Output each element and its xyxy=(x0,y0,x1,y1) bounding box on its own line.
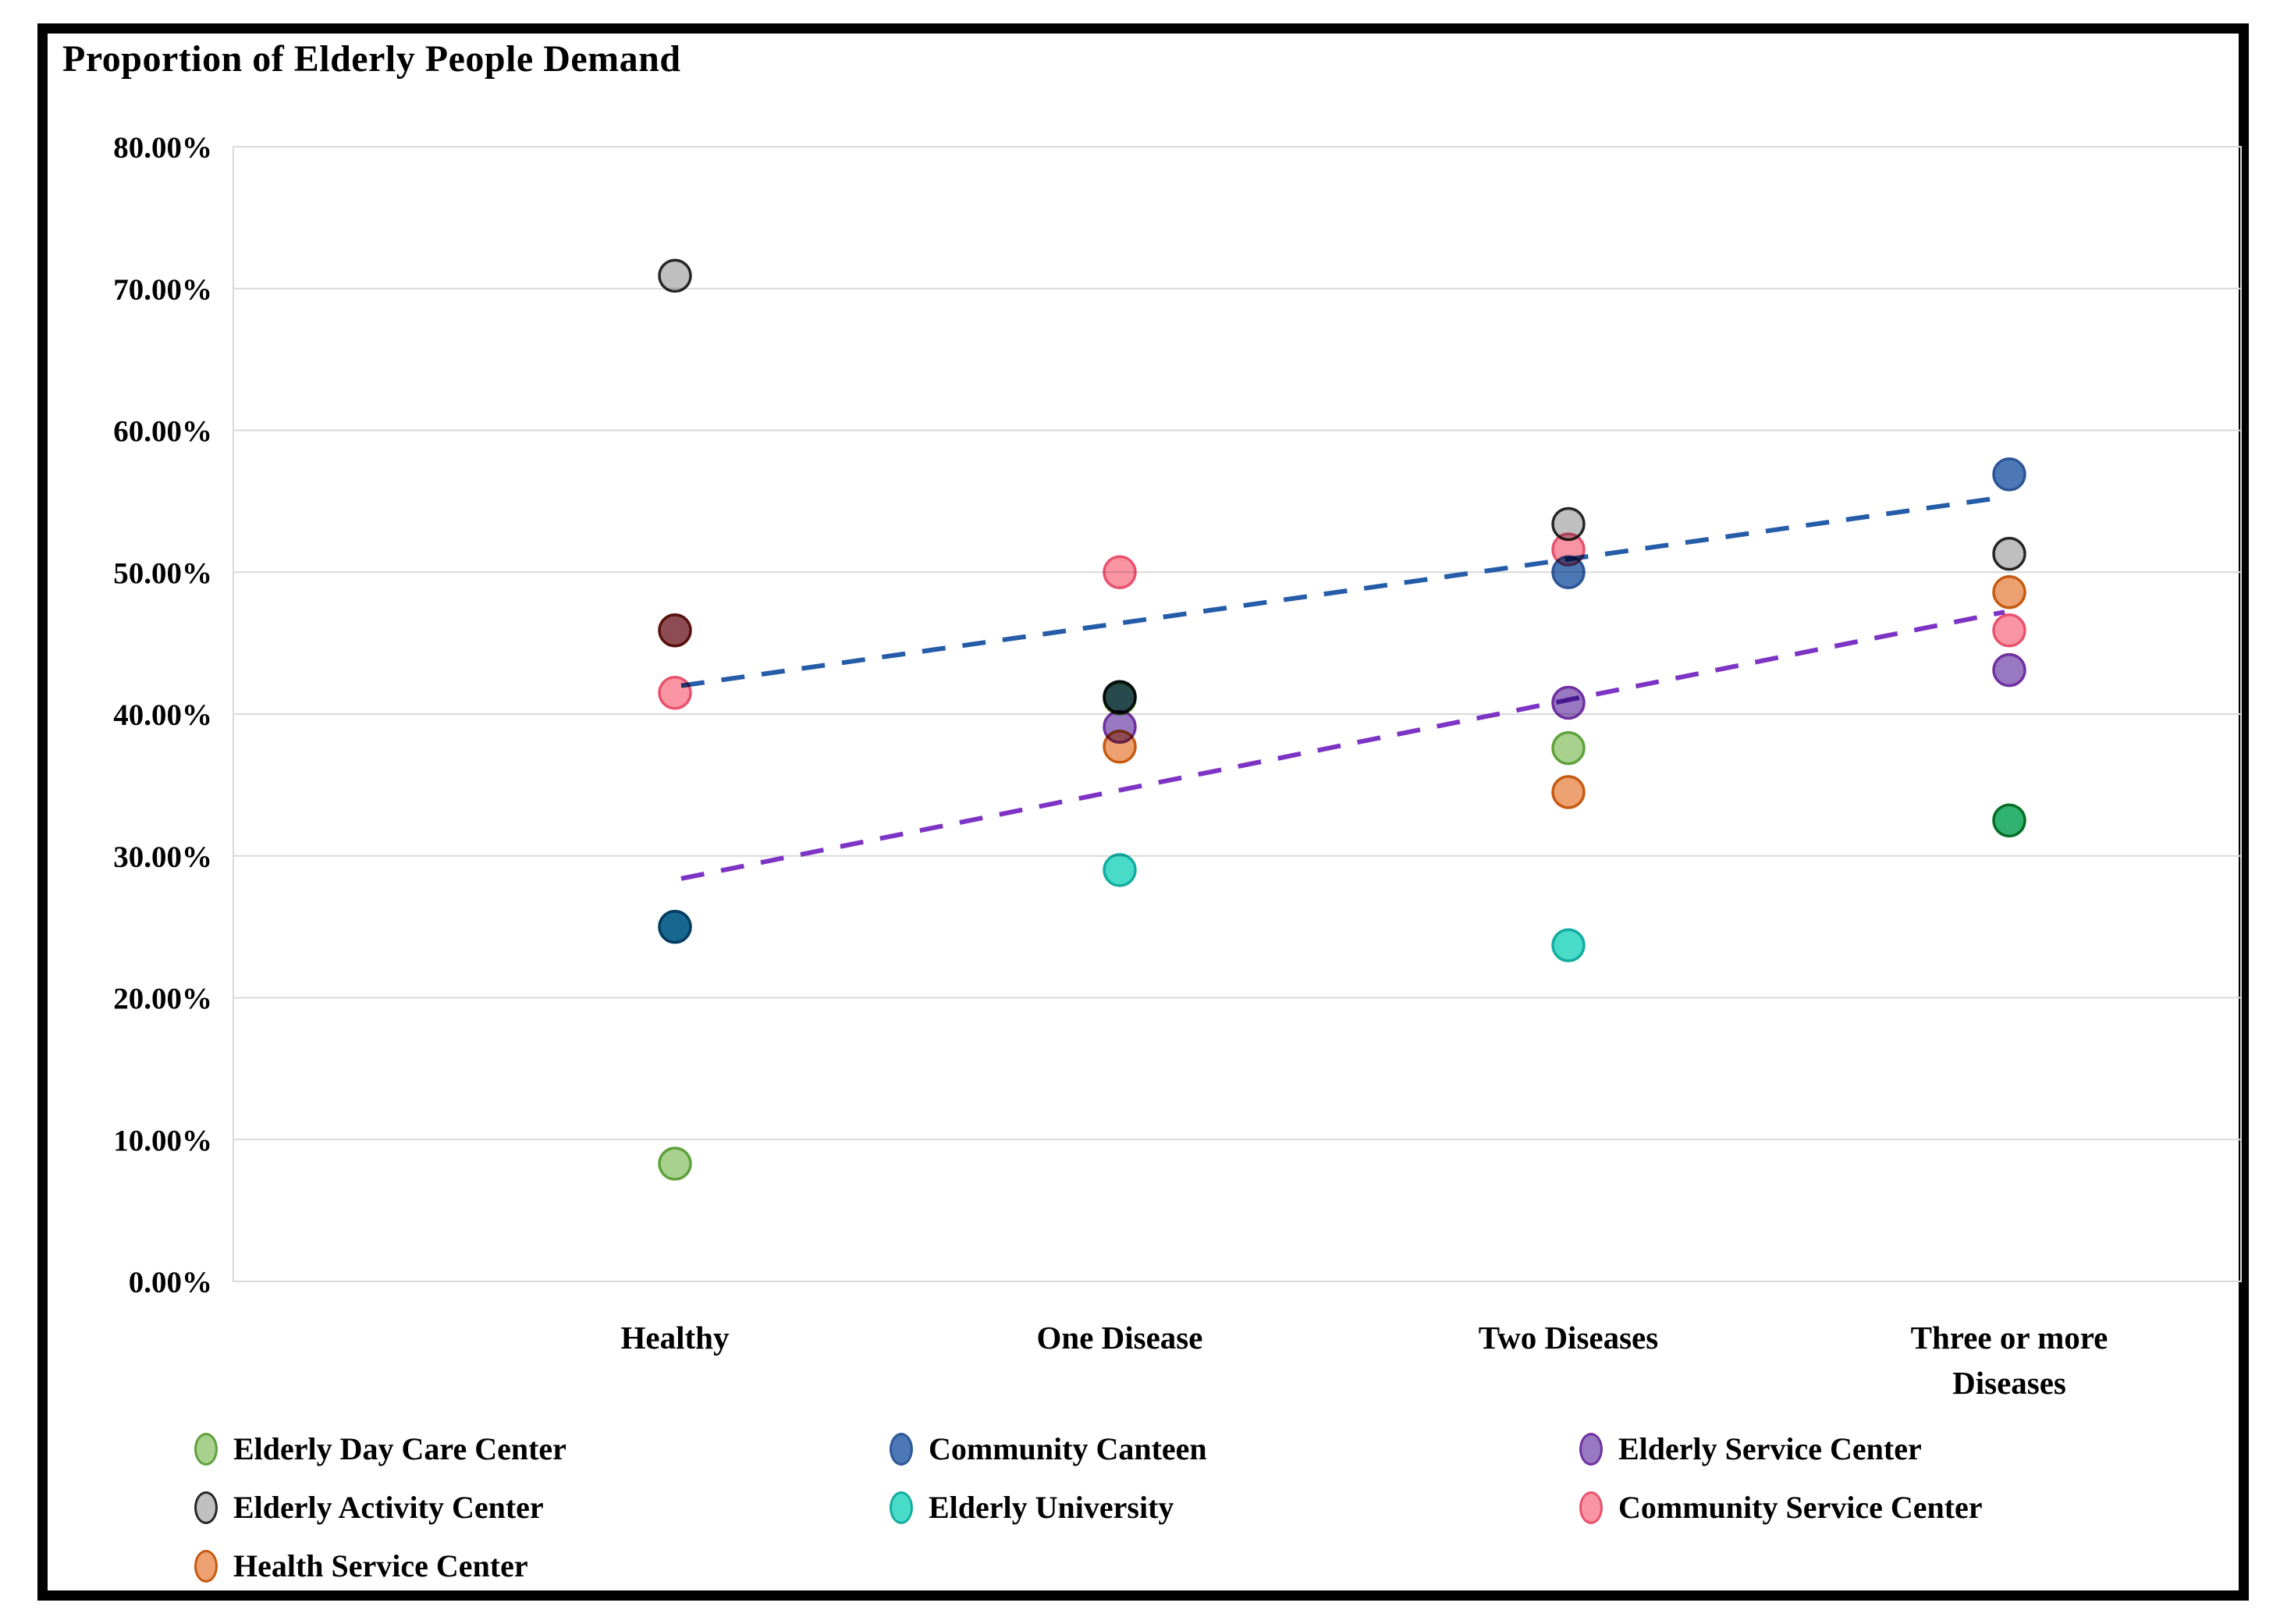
legend-marker-icon xyxy=(890,1491,913,1524)
data-point xyxy=(658,258,692,293)
x-tick-label: One Disease xyxy=(1037,1320,1203,1356)
y-tick-label: 40.00% xyxy=(113,698,212,732)
legend-label: Health Service Center xyxy=(233,1548,528,1583)
legend-marker-icon xyxy=(890,1432,913,1466)
blue-dashed-trendline xyxy=(680,494,2005,688)
legend-label: Elderly Activity Center xyxy=(233,1490,544,1525)
legend-marker-icon xyxy=(194,1432,218,1466)
data-point xyxy=(658,675,692,710)
data-point xyxy=(1103,680,1137,714)
data-point xyxy=(658,909,692,944)
legend-item: Elderly Activity Center xyxy=(194,1478,566,1537)
legend-item: Community Service Center xyxy=(1579,1478,1983,1537)
purple-dashed-trendline xyxy=(680,609,2005,881)
y-tick-label: 0.00% xyxy=(129,1266,212,1299)
legend-column: Elderly Day Care Center Elderly Activity … xyxy=(194,1420,566,1595)
legend-marker-icon xyxy=(1579,1491,1603,1524)
y-tick-label: 80.00% xyxy=(113,131,212,165)
data-point xyxy=(1992,803,2026,838)
data-point xyxy=(1551,775,1586,809)
legend-item: Elderly Day Care Center xyxy=(194,1420,566,1478)
data-point xyxy=(658,1146,692,1181)
y-tick-label: 30.00% xyxy=(113,840,212,874)
data-point xyxy=(1992,652,2026,688)
y-tick-label: 70.00% xyxy=(113,273,212,307)
legend-item: Health Service Center xyxy=(194,1537,566,1595)
legend-label: Community Canteen xyxy=(929,1431,1207,1466)
legend-label: Community Service Center xyxy=(1618,1490,1983,1525)
x-tick-label: Healthy xyxy=(621,1320,730,1356)
legend-item: Elderly Service Center xyxy=(1579,1420,1983,1478)
plot-area-border xyxy=(233,146,2242,1282)
data-point xyxy=(1103,555,1137,589)
y-tick-label: 50.00% xyxy=(113,556,212,590)
y-tick-label: 10.00% xyxy=(113,1124,212,1157)
x-tick-label: Diseases xyxy=(1952,1365,2066,1401)
data-point xyxy=(1103,730,1137,764)
y-tick-label: 20.00% xyxy=(113,983,212,1016)
legend-item: Community Canteen xyxy=(890,1420,1207,1478)
chart-title: Proportion of Elderly People Demand xyxy=(62,38,681,80)
data-point xyxy=(1551,928,1586,963)
data-point xyxy=(1551,532,1586,567)
data-point xyxy=(1992,613,2026,648)
legend-marker-icon xyxy=(1579,1432,1603,1466)
x-tick-label: Two Diseases xyxy=(1479,1320,1658,1356)
legend-column: Community Canteen Elderly University xyxy=(890,1420,1207,1537)
data-point xyxy=(658,613,692,648)
legend-marker-icon xyxy=(194,1549,218,1583)
data-point xyxy=(1992,574,2026,609)
data-point xyxy=(1992,536,2026,571)
legend-column: Elderly Service Center Community Service … xyxy=(1579,1420,1983,1537)
y-tick-label: 60.00% xyxy=(113,415,212,449)
legend-label: Elderly Day Care Center xyxy=(233,1431,566,1466)
legend-marker-icon xyxy=(194,1491,218,1524)
data-point xyxy=(1551,685,1586,720)
data-point xyxy=(1551,730,1586,766)
data-point xyxy=(1992,457,2026,492)
x-tick-label: Three or more xyxy=(1911,1320,2108,1356)
legend-label: Elderly Service Center xyxy=(1618,1431,1922,1466)
legend-item: Elderly University xyxy=(890,1478,1207,1537)
data-point xyxy=(1103,853,1137,887)
legend-label: Elderly University xyxy=(929,1490,1174,1525)
